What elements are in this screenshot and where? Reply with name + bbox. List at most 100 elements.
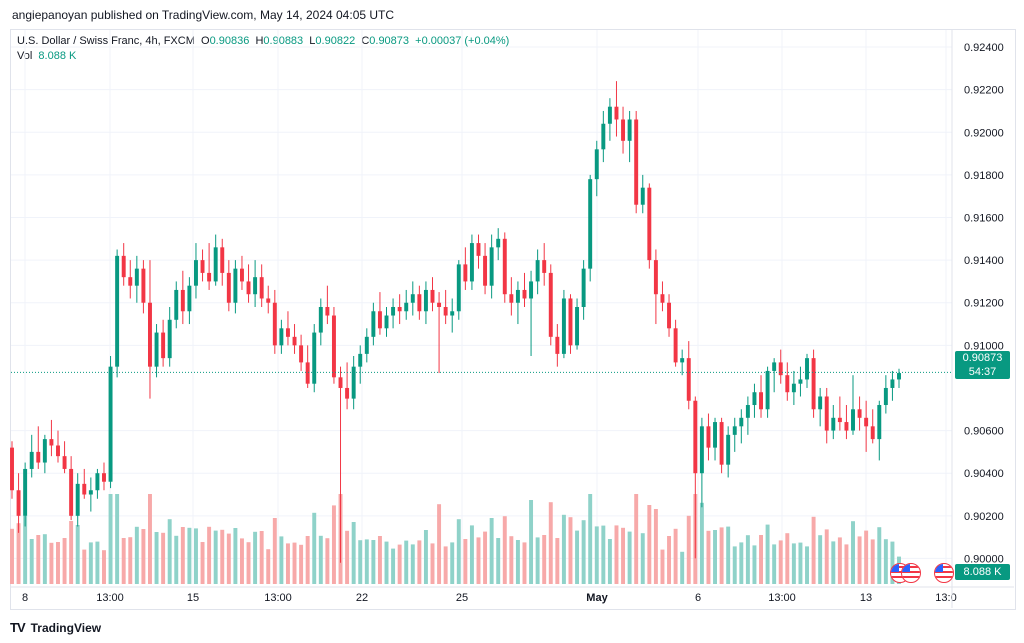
volume-bar: [627, 531, 632, 584]
y-tick-label: 0.90200: [964, 511, 1004, 523]
volume-bar: [496, 538, 501, 584]
volume-bar: [601, 525, 606, 584]
volume-bar: [456, 519, 461, 584]
candle-body: [686, 358, 691, 401]
volume-bar: [509, 536, 514, 584]
volume-bar: [713, 530, 718, 584]
volume-bar: [213, 530, 218, 584]
candle-body: [667, 302, 672, 329]
chart-frame: [10, 29, 1016, 610]
volume-bar: [75, 525, 80, 584]
x-tick-label: May: [586, 592, 608, 604]
candle-body: [108, 366, 113, 482]
volume-bar: [404, 540, 409, 584]
symbol-name[interactable]: U.S. Dollar / Swiss Franc, 4h, FXCM: [17, 35, 195, 47]
volume-bar: [246, 542, 251, 584]
volume-bar: [647, 505, 652, 584]
volume-bar: [148, 494, 152, 584]
candle-body: [259, 277, 264, 299]
candle-body: [890, 379, 895, 388]
us-flag-icon[interactable]: [934, 563, 954, 583]
candle-body: [772, 362, 777, 371]
candle-body: [476, 243, 481, 256]
volume-bar: [463, 539, 468, 584]
candle-body: [851, 409, 855, 431]
x-tick-label: 13: [860, 592, 872, 604]
volume-badge: 8.088 K: [955, 564, 1010, 580]
volume-bar: [42, 534, 47, 584]
x-tick-label: 15: [187, 592, 199, 604]
y-tick-label: 0.90600: [964, 426, 1004, 438]
candle-body: [115, 255, 120, 367]
volume-bar: [121, 538, 126, 584]
volume-bar: [56, 542, 60, 584]
volume-bar: [279, 536, 284, 584]
tradingview-logo-icon: TV: [10, 620, 26, 635]
y-tick-label: 0.92200: [964, 85, 1004, 97]
candle-body: [456, 264, 461, 312]
volume-bar: [568, 517, 573, 584]
volume-bar: [469, 525, 474, 584]
y-tick-label: 0.91400: [964, 255, 1004, 267]
candle-body: [338, 377, 343, 388]
y-tick-label: 0.91600: [964, 213, 1004, 225]
candle-body: [128, 277, 133, 286]
volume-bar: [607, 539, 612, 584]
candle-body: [62, 456, 67, 469]
candle-body: [364, 336, 369, 354]
candle-body: [739, 417, 744, 427]
volume-bar: [318, 535, 323, 584]
y-tick-label: 0.91800: [964, 170, 1004, 182]
candle-body: [246, 281, 251, 295]
candle-body: [699, 426, 704, 474]
candle-body: [56, 445, 60, 457]
volume-bar: [272, 518, 277, 584]
tradingview-brand[interactable]: TV TradingView: [10, 620, 101, 635]
candle-body: [627, 119, 632, 141]
candle-body: [529, 281, 534, 299]
candle-body: [16, 490, 21, 516]
volume-bar: [266, 549, 271, 584]
volume-bar: [417, 540, 422, 584]
candle-body: [299, 345, 304, 363]
low-value: 0.90822: [315, 35, 356, 47]
volume-bar: [798, 542, 803, 584]
candle-body: [391, 307, 396, 316]
candle-body: [358, 353, 363, 367]
x-tick-label: 8: [22, 592, 28, 604]
volume-bar: [489, 518, 494, 584]
x-tick-label: 13:0: [935, 592, 956, 604]
volume-bar: [450, 542, 455, 584]
candle-body: [23, 468, 28, 516]
volume-bar: [325, 538, 330, 584]
volume-bar: [88, 542, 93, 584]
volume-bar: [253, 531, 258, 584]
candle-body: [864, 417, 869, 427]
candle-body: [601, 123, 606, 150]
candle-body: [660, 294, 665, 303]
volume-bar: [752, 545, 757, 584]
volume-bar: [443, 546, 448, 584]
candle-body: [443, 307, 448, 316]
us-flag-icon[interactable]: [901, 563, 921, 583]
volume-bar: [161, 532, 166, 584]
candle-body: [292, 336, 297, 346]
volume-bar: [791, 543, 796, 584]
candle-body: [318, 307, 323, 333]
candle-body: [706, 426, 711, 448]
volume-bar: [581, 520, 586, 584]
volume-bar: [660, 549, 665, 584]
candle-body: [713, 422, 718, 448]
candle-body: [82, 483, 87, 495]
open-value: 0.90836: [209, 35, 250, 47]
candle-body: [469, 243, 474, 282]
y-tick-label: 0.90400: [964, 468, 1004, 480]
volume-bar: [667, 536, 672, 584]
x-tick-label: 6: [695, 592, 701, 604]
candle-body: [614, 106, 619, 120]
candle-body: [634, 119, 639, 205]
high-value: 0.90883: [263, 35, 304, 47]
candle-body: [791, 383, 796, 393]
volume-bar: [535, 537, 540, 584]
